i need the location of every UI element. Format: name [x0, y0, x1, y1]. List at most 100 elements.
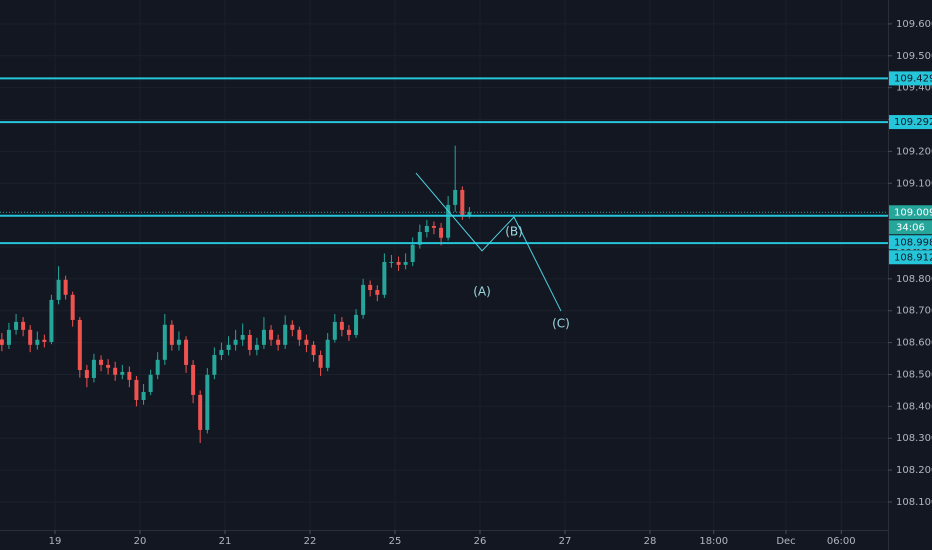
level-label: 109.429 [894, 73, 932, 84]
candle-body [226, 344, 231, 350]
wave-label: (B) [505, 225, 523, 239]
candle-body [297, 329, 302, 340]
last-price-label-box [889, 205, 932, 220]
x-tick-label: 28 [644, 536, 657, 547]
x-tick-label: 22 [304, 536, 317, 547]
candle-body [417, 232, 422, 245]
candle-body [375, 290, 380, 295]
countdown-label: 34:06 [896, 222, 925, 233]
candle-body [113, 367, 118, 375]
level-label: 108.998 [894, 237, 932, 248]
candle-body [77, 319, 82, 371]
candle-body [120, 371, 125, 375]
candle-body [346, 329, 351, 335]
y-tick-label: 109.100 [896, 178, 932, 189]
candle-body [339, 321, 344, 330]
candle-body [254, 344, 259, 350]
x-tick-label: 21 [219, 536, 232, 547]
candle-body [162, 324, 167, 360]
candle-body [304, 339, 309, 345]
candle-body [325, 339, 330, 368]
candle-body [134, 379, 139, 400]
candle-body [91, 359, 96, 378]
candle-body [453, 189, 458, 205]
candle-body [49, 299, 54, 342]
candle-body [439, 227, 444, 238]
candle-body [6, 329, 11, 345]
countdown-box [889, 220, 932, 235]
candle-body [21, 321, 26, 330]
candle-body [191, 364, 196, 395]
candle-body [176, 339, 181, 345]
candle-body [155, 359, 160, 375]
candle-body [460, 189, 465, 215]
candle-body [361, 284, 366, 315]
y-tick-label: 108.500 [896, 369, 932, 380]
candle-body [219, 349, 224, 356]
y-tick-label: 108.800 [896, 274, 932, 285]
candle-body [269, 329, 274, 340]
y-tick-label: 108.400 [896, 401, 932, 412]
candle-body [99, 359, 104, 365]
y-tick-label: 109.500 [896, 51, 932, 62]
level-label-box [889, 71, 932, 86]
y-tick-label: 108.100 [896, 497, 932, 508]
candle-body [205, 374, 210, 430]
candle-body [14, 321, 19, 330]
wave-label: (A) [473, 284, 491, 298]
candle-body [318, 355, 323, 368]
candle-body [56, 279, 61, 300]
x-tick-label: 18:00 [699, 536, 728, 547]
candle-body [106, 364, 111, 368]
candle-body [311, 344, 316, 356]
candle-body [127, 371, 132, 380]
candle-body [261, 329, 266, 345]
x-tick-label: 20 [134, 536, 147, 547]
candle-body [28, 329, 33, 345]
level-label-box [889, 235, 932, 250]
y-tick-label: 108.300 [896, 433, 932, 444]
candle-body [354, 314, 359, 335]
y-tick-label: 109.400 [896, 83, 932, 94]
y-tick-label: 109.600 [896, 19, 932, 30]
y-tick-label: 109.200 [896, 146, 932, 157]
candle-body [35, 339, 40, 345]
candle-body [368, 284, 373, 291]
candle-body [467, 212, 472, 215]
x-tick-label: 27 [559, 536, 572, 547]
candle-body [169, 324, 174, 345]
candle-body [184, 339, 189, 365]
candle-body [70, 294, 75, 320]
x-tick-label: Dec [776, 536, 795, 547]
candle-body [290, 324, 295, 330]
candle-body [403, 261, 408, 265]
candle-body [431, 225, 436, 228]
last-price-label: 109.009 [894, 207, 932, 218]
candle-body [424, 225, 429, 233]
candle-body [446, 204, 451, 238]
candle-body [233, 339, 238, 345]
level-label: 108.912 [894, 252, 932, 263]
candle-body [212, 355, 217, 375]
x-tick-label: 06:00 [827, 536, 856, 547]
candle-body [84, 370, 89, 378]
level-label: 109.292 [894, 117, 932, 128]
candle-body [148, 374, 153, 393]
x-tick-label: 25 [389, 536, 402, 547]
candle-body [0, 339, 4, 345]
candle-body [198, 394, 203, 430]
candle-body [283, 324, 288, 345]
candle-body [396, 261, 401, 265]
y-tick-label: 108.200 [896, 465, 932, 476]
level-label-box [889, 250, 932, 265]
candle-body [382, 261, 387, 295]
candle-body [332, 321, 337, 340]
elliott-wave [415, 172, 562, 312]
candle-body [276, 339, 281, 345]
x-tick-label: 26 [474, 536, 487, 547]
level-label-box [889, 115, 932, 130]
candle-body [410, 244, 415, 262]
wave-label: (C) [552, 316, 570, 330]
